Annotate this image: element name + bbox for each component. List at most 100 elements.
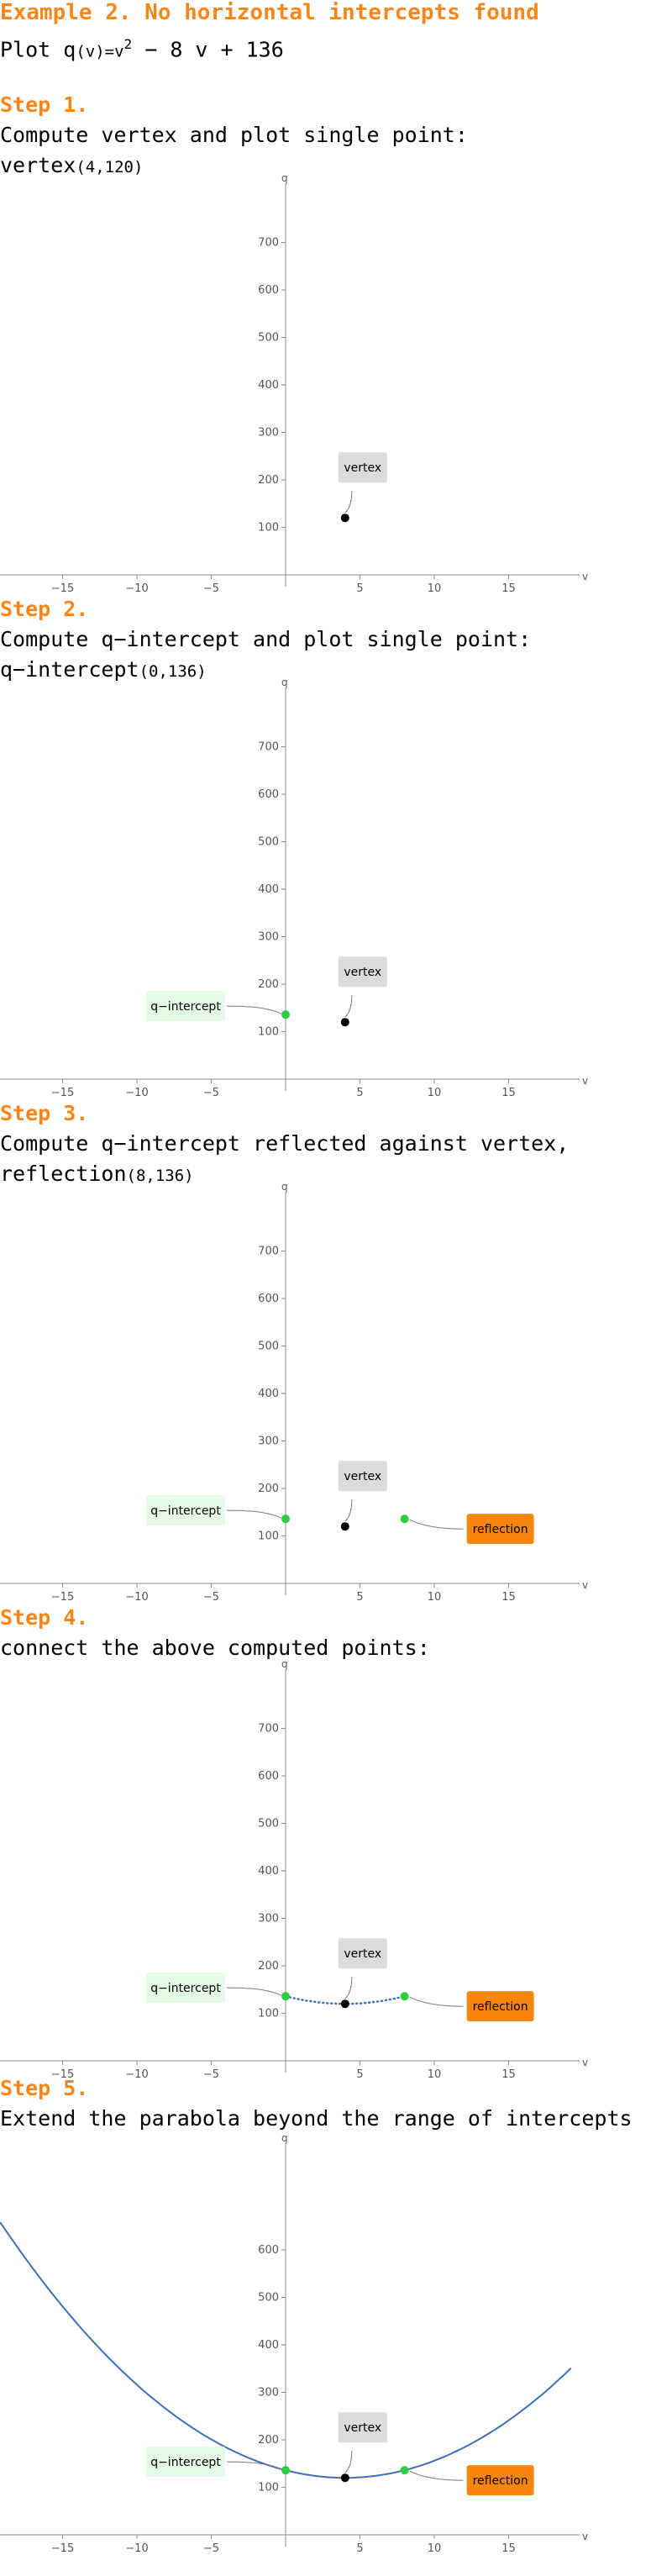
q-intercept-label-box — [146, 2447, 225, 2478]
y-tick-label: 700 — [258, 1246, 279, 1258]
y-tick-label: 500 — [258, 332, 279, 345]
y-axis-label: q — [281, 2132, 288, 2144]
q-intercept-leader-line — [226, 1509, 282, 1519]
step-description: Compute q−intercept and plot single poin… — [0, 627, 532, 651]
y-tick-label: 100 — [258, 522, 279, 535]
y-tick-label: 600 — [258, 1293, 279, 1305]
x-tick-label: 15 — [501, 1591, 516, 1604]
step-2: Step 2. Compute q−intercept and plot sin… — [0, 597, 672, 1099]
x-tick-label: 10 — [428, 2068, 442, 2081]
step-result: reflection(8,136) — [0, 1162, 194, 1188]
step-5-chart: v q −15 −10 −5 5 10 15 100 200 300 400 500 600 vertex q… — [0, 2132, 588, 2555]
vertex-leader-line — [344, 995, 353, 1018]
step-3: Step 3. Compute q−intercept reflected ag… — [0, 1101, 672, 1604]
vertex-leader-line — [344, 2451, 353, 2473]
reflection-label: reflection — [473, 1523, 528, 1536]
x-tick-label: −10 — [125, 2542, 148, 2555]
vertex-label-box — [338, 1461, 387, 1492]
q-intercept-point — [281, 2466, 290, 2475]
reflection-point — [400, 2466, 409, 2475]
x-tick-label: −15 — [51, 582, 74, 595]
vertex-leader-line — [344, 1499, 353, 1522]
y-tick-label: 600 — [258, 2244, 279, 2257]
step-1: Step 1. Compute vertex and plot single p… — [0, 92, 672, 595]
reflection-leader-line — [409, 2470, 464, 2481]
x-tick-label: 15 — [501, 2542, 516, 2555]
step-description: Extend the parabola beyond the range of … — [0, 2106, 633, 2131]
vertex-label-box — [338, 956, 387, 988]
q-intercept-label-box — [146, 991, 225, 1022]
plot-exponent: 2 — [123, 36, 133, 52]
reflection-label-box — [466, 1514, 534, 1545]
x-tick-label: 10 — [428, 2542, 442, 2555]
reflection-leader-line — [409, 1996, 464, 2007]
reflection-label-box — [466, 1991, 534, 2022]
q-intercept-leader-line — [226, 2461, 282, 2470]
plot-prefix: Plot q — [0, 37, 76, 62]
x-tick-label: −10 — [125, 1591, 148, 1604]
x-tick-label: 5 — [356, 2542, 363, 2555]
y-tick-label: 500 — [258, 1341, 279, 1353]
x-axis-label: v — [582, 1579, 588, 1591]
x-tick-label: −15 — [51, 1591, 74, 1604]
q-intercept-point — [281, 1515, 290, 1524]
x-tick-label: −5 — [203, 2542, 219, 2555]
x-tick-label: 5 — [356, 2068, 363, 2081]
q-intercept-point — [281, 1010, 290, 1019]
result-value: (0,136) — [139, 662, 207, 681]
y-tick-label: 200 — [258, 1960, 279, 1973]
vertex-label-box — [338, 2412, 387, 2443]
x-tick-label: −15 — [51, 1087, 74, 1099]
q-intercept-leader-line — [226, 1005, 282, 1014]
step-title: Step 3. — [0, 1101, 89, 1125]
x-tick-label: 10 — [428, 1591, 442, 1604]
y-tick-label: 600 — [258, 1770, 279, 1783]
x-axis-label: v — [582, 1075, 588, 1087]
y-axis-label: q — [281, 1658, 288, 1670]
step-3-chart: v q −15 −10 −5 5 10 15 100 200 300 400 500 600 700 vert… — [0, 1181, 588, 1604]
x-axis-label: v — [582, 2531, 588, 2542]
result-name: q−intercept — [0, 657, 139, 682]
q-intercept-label: q−intercept — [150, 1504, 221, 1518]
x-tick-label: 15 — [501, 1087, 516, 1099]
x-tick-label: 10 — [428, 582, 442, 595]
y-tick-label: 300 — [258, 427, 279, 440]
y-tick-label: 300 — [258, 931, 279, 944]
y-tick-label: 100 — [258, 1530, 279, 1543]
step-description: Compute q−intercept reflected against ve… — [0, 1131, 570, 1156]
x-tick-label: −10 — [125, 582, 148, 595]
x-tick-label: 10 — [428, 1087, 442, 1099]
x-tick-label: −15 — [51, 2542, 74, 2555]
x-tick-label: −5 — [203, 582, 219, 595]
y-tick-label: 200 — [258, 1483, 279, 1495]
step-result: q−intercept(0,136) — [0, 657, 207, 684]
x-tick-label: 5 — [356, 1591, 363, 1604]
y-tick-label: 400 — [258, 1388, 279, 1400]
step-title: Step 5. — [0, 2076, 89, 2100]
y-tick-label: 500 — [258, 2292, 279, 2305]
step-title: Step 4. — [0, 1605, 89, 1630]
step-result: vertex(4,120) — [0, 153, 143, 180]
plot-equation: Plot q(v)=v2 − 8 v + 136 — [0, 32, 284, 64]
reflection-label-box — [466, 2465, 534, 2496]
x-tick-label: 15 — [501, 2068, 516, 2081]
q-intercept-label: q−intercept — [150, 1000, 221, 1014]
y-tick-label: 600 — [258, 788, 279, 801]
vertex-point — [340, 1522, 349, 1531]
step-title: Step 1. — [0, 92, 89, 117]
x-tick-label: −10 — [125, 2068, 148, 2081]
y-tick-label: 700 — [258, 237, 279, 250]
y-tick-label: 200 — [258, 474, 279, 487]
q-intercept-leader-line — [226, 1987, 282, 1996]
x-axis-label: v — [582, 571, 588, 582]
step-1-chart: v q −15 −10 −5 5 10 15 100 200 300 400 500 600 700 vert… — [0, 172, 588, 595]
plot-equals: =v — [104, 42, 124, 61]
y-tick-label: 200 — [258, 978, 279, 991]
y-tick-label: 600 — [258, 284, 279, 297]
q-intercept-label: q−intercept — [150, 2456, 221, 2469]
step-2-chart: v q −15 −10 −5 5 10 15 100 200 300 400 500 600 700 vert… — [0, 677, 588, 1099]
vertex-label-box — [338, 1938, 387, 1969]
y-tick-label: 300 — [258, 1913, 279, 1925]
plot-variable: (v) — [76, 42, 105, 61]
step-5: Step 5. Extend the parabola beyond the r… — [0, 2076, 672, 2576]
